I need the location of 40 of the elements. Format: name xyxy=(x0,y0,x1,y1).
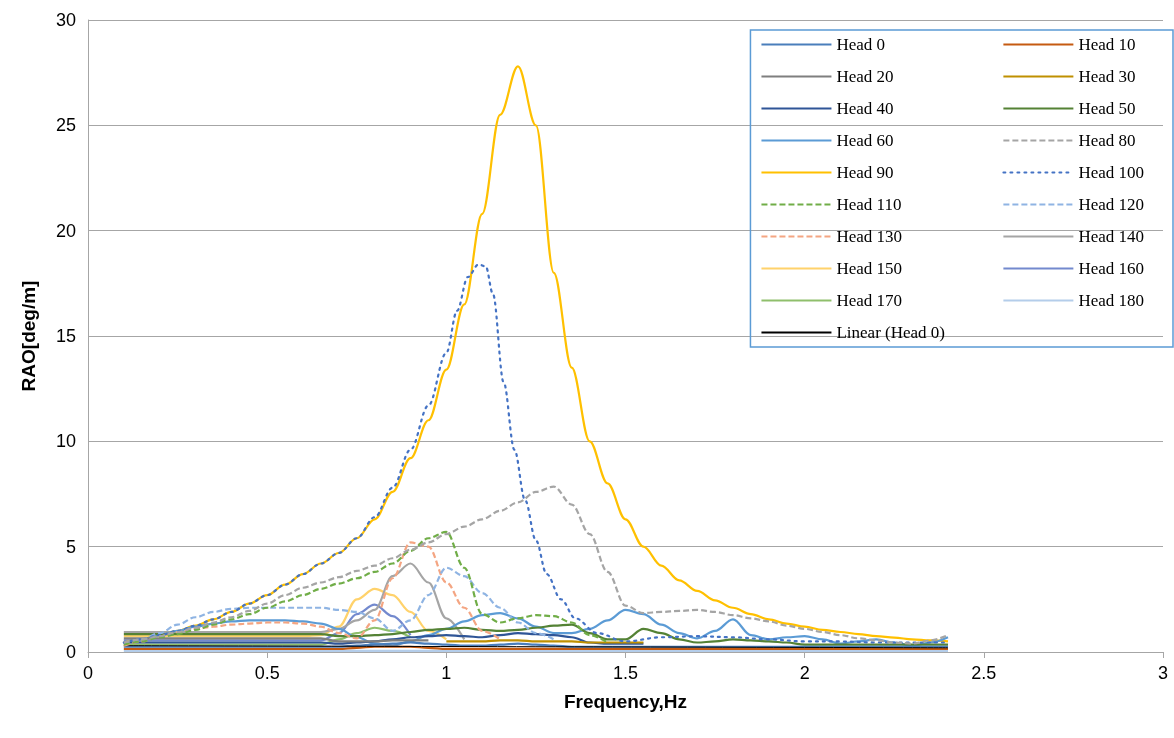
legend-label: Head 50 xyxy=(1078,99,1136,118)
line-series xyxy=(122,603,412,642)
legend-label: Head 170 xyxy=(836,291,903,310)
y-tick-label: 0 xyxy=(65,642,76,662)
y-tick-label: 20 xyxy=(55,220,76,241)
legend-label: Head 60 xyxy=(836,131,894,150)
legend-label: Head 20 xyxy=(836,67,894,86)
legend-label: Head 30 xyxy=(1078,67,1136,86)
legend-label: Head 90 xyxy=(836,163,894,182)
x-tick-label: 1.5 xyxy=(612,663,639,683)
line-series xyxy=(122,587,448,641)
legend-label: Head 180 xyxy=(1078,291,1145,310)
x-tick-label: 0 xyxy=(82,663,94,683)
legend-label: Head 10 xyxy=(1078,35,1136,54)
y-tick-label: 10 xyxy=(55,431,76,452)
y-tick-label: 15 xyxy=(55,326,76,346)
line-series xyxy=(122,623,950,646)
legend-label: Head 140 xyxy=(1078,227,1145,246)
line-series xyxy=(122,541,502,647)
legend-label: Head 100 xyxy=(1078,163,1145,182)
x-tick-label: 2.5 xyxy=(971,663,997,683)
legend-label: Head 40 xyxy=(836,99,894,118)
x-tick-label: 0.5 xyxy=(254,663,280,683)
x-axis-title: Frequency,Hz xyxy=(563,691,688,712)
legend-label: Head 0 xyxy=(836,35,886,54)
legend-label: Head 160 xyxy=(1078,259,1145,278)
legend-label: Linear (Head 0) xyxy=(836,323,946,342)
legend-label: Head 120 xyxy=(1078,195,1145,214)
x-tick-label: 1 xyxy=(441,663,452,683)
y-tick-label: 25 xyxy=(55,115,76,136)
legend-label: Head 80 xyxy=(1078,131,1136,150)
x-tick-label: 2 xyxy=(799,663,810,683)
legend-label: Head 110 xyxy=(836,195,902,214)
y-tick-label: 30 xyxy=(55,10,76,30)
line-series xyxy=(122,530,609,646)
legend-label: Head 130 xyxy=(836,227,903,246)
legend-label: Head 150 xyxy=(836,259,903,278)
y-axis-title: RAO[deg/m] xyxy=(18,280,39,392)
x-tick-label: 3 xyxy=(1157,663,1169,683)
y-tick-label: 5 xyxy=(65,536,76,557)
